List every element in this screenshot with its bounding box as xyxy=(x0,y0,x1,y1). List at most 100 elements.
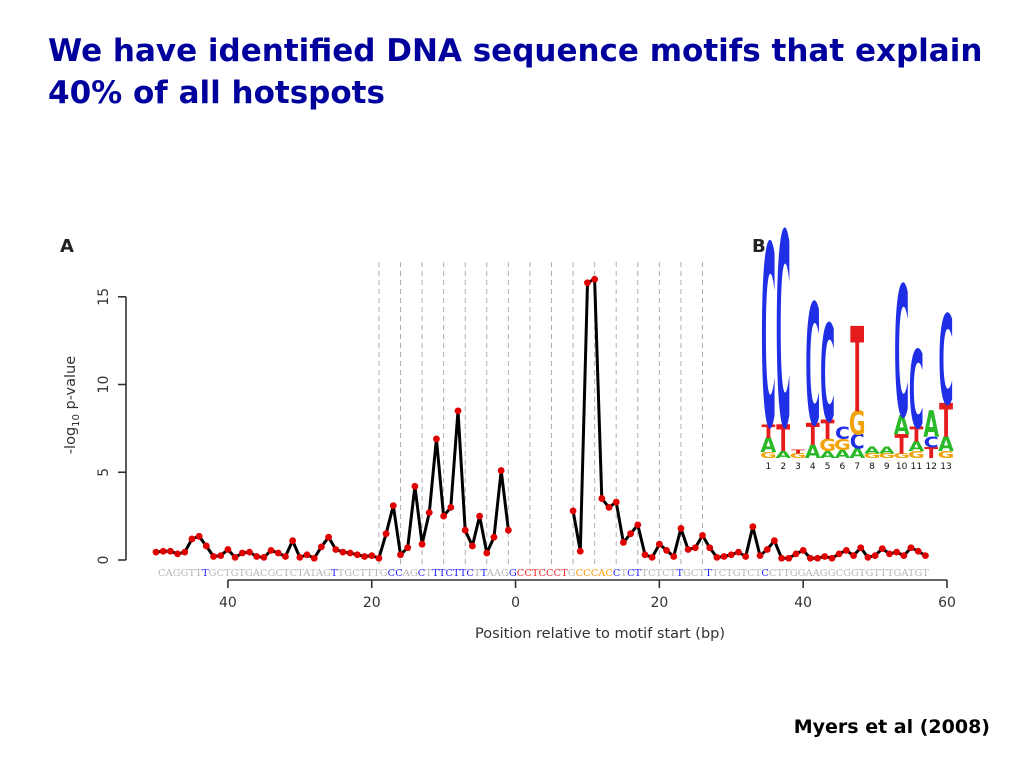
sequence-segment: AAG xyxy=(486,568,509,579)
logo-letter: G xyxy=(878,452,895,460)
logo-letter: A xyxy=(775,449,792,461)
logo-letter: T xyxy=(895,429,910,460)
data-point xyxy=(469,542,476,550)
y-axis-label-subscript: 10 xyxy=(71,414,82,427)
sequence-segment: T xyxy=(705,568,712,579)
data-point xyxy=(217,552,225,560)
data-point xyxy=(382,530,390,538)
data-point xyxy=(792,550,800,558)
chart-series xyxy=(152,275,929,562)
data-point xyxy=(231,553,239,561)
logo-position-label: 11 xyxy=(911,462,922,472)
data-point xyxy=(483,549,491,557)
data-point xyxy=(864,553,872,561)
logo-position-label: 3 xyxy=(795,462,801,472)
logo-position-label: 13 xyxy=(940,462,951,472)
data-point xyxy=(691,544,699,552)
sequence-segment: AG xyxy=(402,568,418,579)
data-point xyxy=(663,546,670,554)
logo-position-label: 2 xyxy=(780,462,786,472)
y-tick-label: 10 xyxy=(96,376,112,394)
sequence-segment: GCT xyxy=(683,568,706,579)
x-tick-label: 60 xyxy=(938,595,956,611)
data-point xyxy=(461,526,469,534)
x-tick-label: 0 xyxy=(511,595,520,611)
logo-position-label: 10 xyxy=(896,462,908,472)
citation: Myers et al (2008) xyxy=(793,716,990,738)
logo-letter: A xyxy=(820,449,837,461)
data-point xyxy=(684,546,692,553)
data-point xyxy=(785,554,793,562)
logo-letter: G xyxy=(908,449,925,461)
data-point xyxy=(310,554,318,562)
data-point xyxy=(835,550,843,558)
logo-letter: C xyxy=(820,299,835,453)
data-point xyxy=(195,532,203,540)
data-point xyxy=(325,533,332,541)
dna-sequence: CAGGTT TGCTGTGACGCTCTATAG TTGCTTTG CCAGCTTT… xyxy=(158,568,930,579)
data-point xyxy=(914,547,922,555)
data-point xyxy=(806,554,814,562)
logo-position-label: 1 xyxy=(766,462,772,472)
chart-axes xyxy=(118,295,948,588)
data-point xyxy=(267,546,275,554)
data-point xyxy=(504,526,512,534)
data-point xyxy=(368,552,376,560)
data-point xyxy=(727,551,735,559)
series-line xyxy=(571,277,927,560)
data-point xyxy=(397,551,404,559)
data-point xyxy=(282,553,289,560)
logo-letter: A xyxy=(849,446,866,461)
logo-letter: A xyxy=(879,444,896,456)
logo-letter: G xyxy=(834,436,851,454)
data-point xyxy=(886,550,893,558)
data-point xyxy=(210,553,217,560)
data-point xyxy=(418,540,426,548)
data-point xyxy=(699,532,706,539)
sequence-segment: T xyxy=(474,568,481,579)
data-point xyxy=(771,537,778,545)
data-point xyxy=(850,552,857,560)
data-point xyxy=(224,546,232,553)
data-point xyxy=(454,407,462,415)
data-point xyxy=(375,554,383,562)
y-axis-label-main: -log xyxy=(63,427,79,454)
data-point xyxy=(627,530,634,538)
logo-letter: T xyxy=(850,302,864,439)
logo-position-label: 12 xyxy=(925,462,936,472)
data-point xyxy=(296,553,304,561)
data-point xyxy=(893,548,901,556)
data-point xyxy=(260,553,268,561)
sequence-segment: GCTGTGACGCTCTATAG xyxy=(209,568,331,579)
sequence-segment: CCTCCCT xyxy=(517,568,569,579)
data-point xyxy=(303,551,311,559)
x-tick-label: 40 xyxy=(219,595,237,611)
logo-letter: A xyxy=(894,410,910,441)
logo-letter: T xyxy=(776,418,790,460)
logo-letter: C xyxy=(894,250,909,459)
data-point xyxy=(202,542,210,550)
data-point xyxy=(497,467,505,474)
data-point xyxy=(612,498,620,506)
logo-letter: T xyxy=(806,418,820,453)
sequence-segment: T xyxy=(676,568,683,579)
data-point xyxy=(274,549,282,557)
data-point xyxy=(447,503,455,511)
logo-position-label: 5 xyxy=(825,462,831,472)
logo-letter: C xyxy=(761,194,776,484)
logo-position-label: 9 xyxy=(884,462,890,472)
data-point xyxy=(821,553,829,560)
data-point xyxy=(289,537,297,545)
logo-letter: C xyxy=(924,434,939,452)
logo-letter: C xyxy=(939,289,954,433)
series-line xyxy=(155,409,510,560)
data-point xyxy=(814,554,821,562)
data-point xyxy=(346,549,354,557)
logo-letter: A xyxy=(938,432,954,456)
data-point xyxy=(871,552,879,560)
data-point xyxy=(922,552,929,560)
data-point xyxy=(842,546,850,554)
